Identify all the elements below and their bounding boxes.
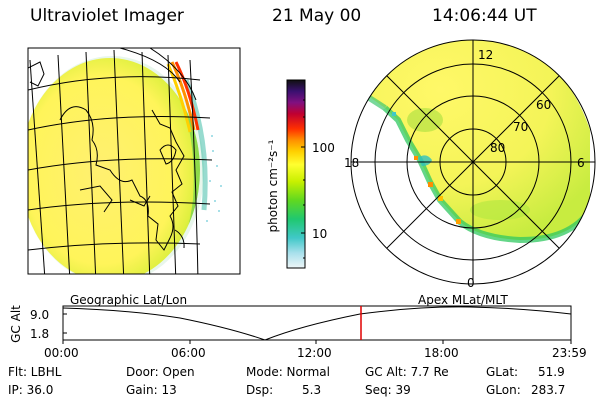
- info-glon-value: 283.7: [531, 383, 566, 397]
- mlat-label-70: 70: [513, 120, 529, 134]
- info-glat-label: GLat:: [486, 365, 519, 379]
- colorbar: [286, 79, 306, 269]
- strip-y-label-low: 1.8: [30, 327, 50, 341]
- observation-date: 21 May 00: [272, 6, 362, 26]
- info-gain: Gain: 13: [126, 383, 177, 397]
- info-mode: Mode: Normal: [246, 365, 330, 379]
- info-door: Door: Open: [126, 365, 195, 379]
- strip-x-label-1800: 18:00: [424, 346, 459, 360]
- geographic-globe: [27, 47, 241, 275]
- info-dsp-value: 5.3: [302, 383, 322, 397]
- strip-left-caption: Geographic Lat/Lon: [70, 293, 188, 307]
- colorbar-tick-10: 10: [312, 227, 328, 241]
- instrument-title: Ultraviolet Imager: [30, 6, 184, 26]
- info-dsp-label: Dsp:: [246, 383, 274, 397]
- info-ip: IP: 36.0: [8, 383, 54, 397]
- info-glat-value: 51.9: [538, 365, 565, 379]
- info-gc-alt: GC Alt: 7.7 Re: [365, 365, 449, 379]
- colorbar-unit-label: photon cm⁻²s⁻¹: [266, 139, 280, 233]
- mlt-label-0: 0: [467, 276, 475, 290]
- strip-x-label-0600: 06:00: [171, 346, 206, 360]
- info-glon-label: GLon:: [486, 383, 521, 397]
- polar-plot: [350, 39, 596, 285]
- mlat-label-60: 60: [536, 98, 552, 112]
- strip-right-caption: Apex MLat/MLT: [418, 293, 508, 307]
- observation-time: 14:06:44 UT: [432, 6, 537, 26]
- strip-x-label-1200: 12:00: [297, 346, 332, 360]
- info-filter: Flt: LBHL: [8, 365, 62, 379]
- strip-y-label-high: 9.0: [30, 308, 50, 322]
- mlat-label-80: 80: [490, 141, 506, 155]
- mlt-label-18: 18: [344, 156, 360, 170]
- info-seq: Seq: 39: [365, 383, 411, 397]
- strip-x-label-2359: 23:59: [552, 346, 587, 360]
- mlt-label-12: 12: [478, 48, 494, 62]
- strip-axis-title: GC Alt: [9, 305, 23, 343]
- mlt-label-6: 6: [577, 156, 585, 170]
- altitude-strip: [62, 305, 572, 344]
- strip-x-label-0000: 00:00: [44, 346, 79, 360]
- colorbar-tick-100: 100: [312, 141, 335, 155]
